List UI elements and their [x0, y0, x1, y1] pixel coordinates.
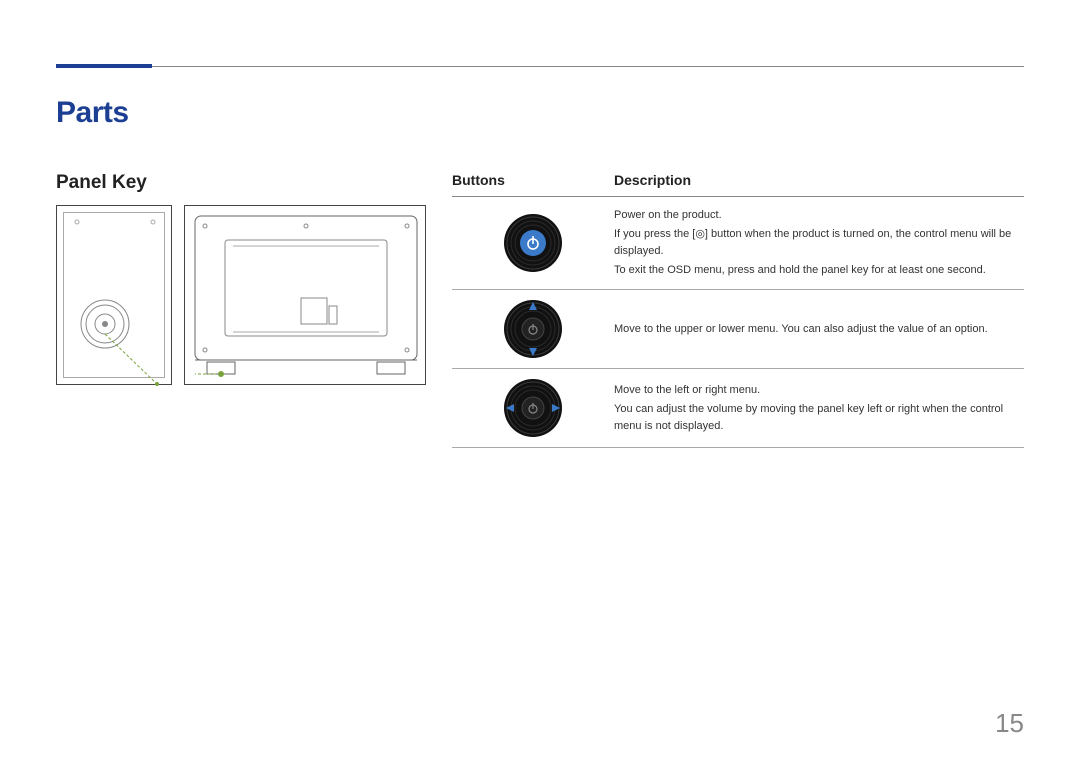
table-desc: Move to the upper or lower menu. You can…: [614, 319, 1024, 340]
header-accent-bar: [56, 64, 152, 68]
table-row: Move to the left or right menu. You can …: [452, 369, 1024, 448]
desc-line: Move to the left or right menu.: [614, 382, 1024, 399]
section-title: Parts: [56, 96, 129, 130]
desc-line: You can adjust the volume by moving the …: [614, 401, 1024, 435]
desc-line: Move to the upper or lower menu. You can…: [614, 321, 1024, 338]
manual-page: Parts Panel Key: [0, 0, 1080, 763]
desc-line: Power on the product.: [614, 207, 1024, 224]
product-rear-view: [184, 205, 426, 385]
panel-key-table: Buttons Description P: [452, 172, 1024, 448]
button-updown-icon: [452, 298, 614, 360]
button-leftright-icon: [452, 377, 614, 439]
table-row: Move to the upper or lower menu. You can…: [452, 290, 1024, 369]
header-rule: [56, 66, 1024, 67]
table-desc: Move to the left or right menu. You can …: [614, 380, 1024, 437]
desc-line: To exit the OSD menu, press and hold the…: [614, 262, 1024, 279]
table-desc: Power on the product. If you press the […: [614, 205, 1024, 281]
desc-line: If you press the [◎] button when the pro…: [614, 226, 1024, 260]
panel-key-diagram: [56, 205, 426, 395]
table-row: Power on the product. If you press the […: [452, 197, 1024, 290]
product-rear-svg: [185, 206, 427, 386]
button-press-icon: [452, 212, 614, 274]
panel-key-closeup: [56, 205, 172, 385]
panel-key-closeup-svg: [57, 206, 173, 386]
table-header-buttons: Buttons: [452, 172, 614, 188]
sub-title: Panel Key: [56, 172, 147, 194]
page-number: 15: [995, 708, 1024, 739]
table-header-description: Description: [614, 172, 1024, 188]
table-header-row: Buttons Description: [452, 172, 1024, 197]
